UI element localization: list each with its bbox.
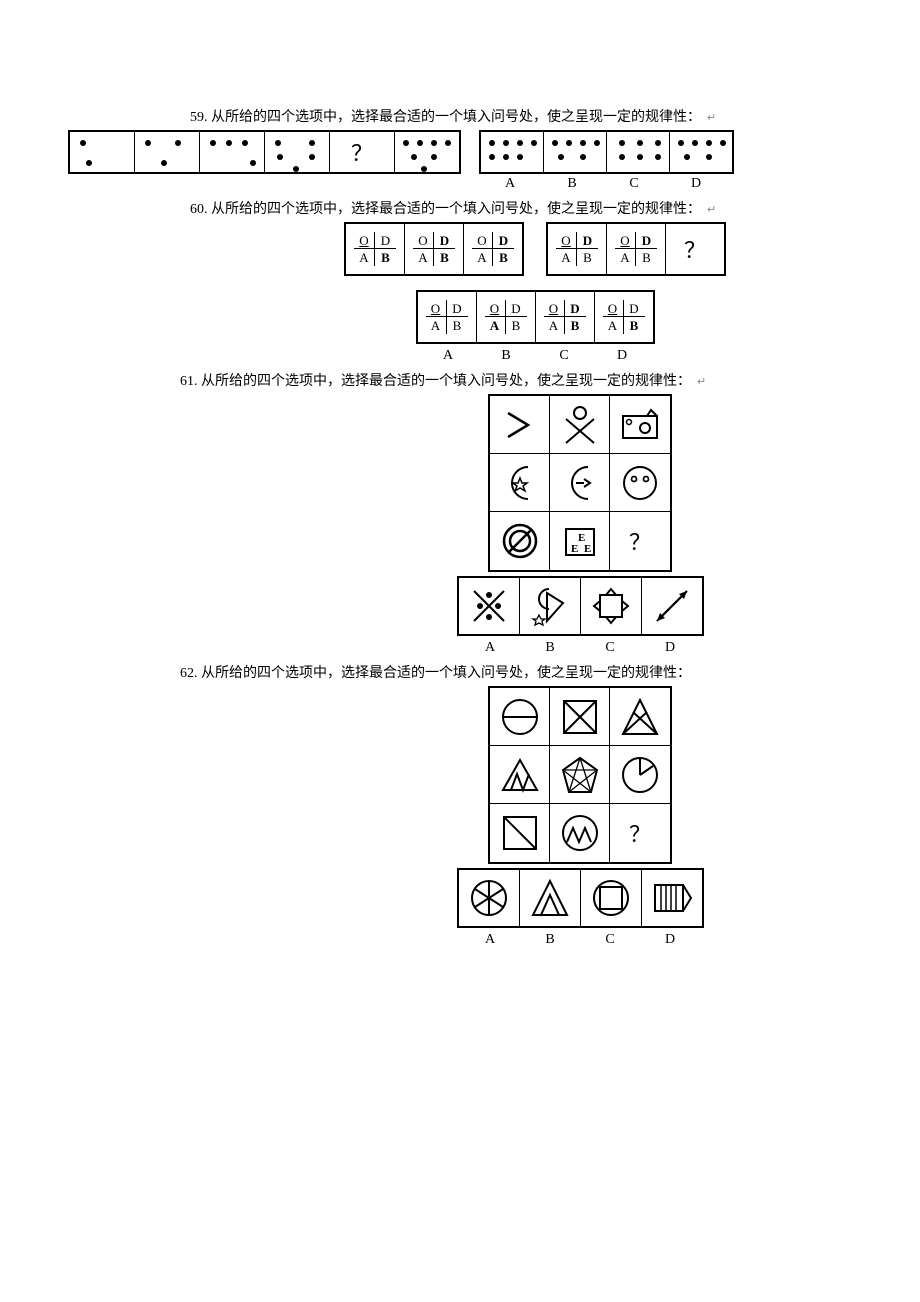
option-label: A xyxy=(479,176,541,192)
q60-seq1: ODABODABODAB xyxy=(344,222,524,276)
q62-g7 xyxy=(490,804,550,862)
q62-g9: ？ xyxy=(610,804,670,862)
q62-g3 xyxy=(610,688,670,746)
q62-opt-d xyxy=(642,870,702,926)
option-label: D xyxy=(640,932,700,948)
option-label: B xyxy=(520,640,580,656)
q61-prompt-text: 61. 从所给的四个选项中，选择最合适的一个填入问号处，使之呈现一定的规律性： xyxy=(180,374,691,389)
option-label: C xyxy=(603,176,665,192)
q61-prompt: 61. 从所给的四个选项中，选择最合适的一个填入问号处，使之呈现一定的规律性： ↵ xyxy=(180,370,860,390)
q60-block: ODABODABODAB ODABODAB？ ODABODABODABODAB … xyxy=(210,222,860,364)
odab-cell: ODAB xyxy=(548,224,607,274)
q59-prompt-text: 59. 从所给的四个选项中，选择最合适的一个填入问号处，使之呈现一定的规律性： xyxy=(190,110,701,125)
q62-prompt-text: 62. 从所给的四个选项中，选择最合适的一个填入问号处，使之呈现一定的规律性： xyxy=(180,666,691,681)
q60-sequences: ODABODABODAB ODABODAB？ xyxy=(344,222,726,276)
q59-labels: ABCD xyxy=(479,176,734,192)
option-label: B xyxy=(541,176,603,192)
q59-options-wrap: ABCD xyxy=(479,130,734,192)
option-label: D xyxy=(665,176,727,192)
q61-g3 xyxy=(610,396,670,454)
page: 59. 从所给的四个选项中，选择最合适的一个填入问号处，使之呈现一定的规律性： ↵… xyxy=(0,0,920,988)
q61-opt-a xyxy=(459,578,520,634)
option-label: D xyxy=(593,348,651,364)
option-label: B xyxy=(477,348,535,364)
q62-g2 xyxy=(550,688,610,746)
qmark: ？ xyxy=(629,525,651,557)
odab-cell: ODAB xyxy=(595,292,653,342)
option-label: A xyxy=(419,348,477,364)
option-label: A xyxy=(460,932,520,948)
q61-g7 xyxy=(490,512,550,570)
q61-g2 xyxy=(550,396,610,454)
q60-labels: ABCD xyxy=(419,348,651,364)
option-label: C xyxy=(580,640,640,656)
q61-block: EEE ？ ABCD xyxy=(300,394,860,656)
option-label: B xyxy=(520,932,580,948)
q61-options xyxy=(457,576,704,636)
odab-cell: ODAB xyxy=(464,224,522,274)
qmark: ？ xyxy=(629,817,651,849)
q59-seq-4 xyxy=(265,132,330,172)
q61-grid: EEE ？ xyxy=(488,394,672,572)
q59-seq-6 xyxy=(395,132,459,172)
svg-text:E: E xyxy=(571,543,578,555)
qmark: ？ xyxy=(351,136,373,168)
q59-opt-a xyxy=(481,132,544,172)
q59-opt-b xyxy=(544,132,607,172)
q59-row: ？ ABCD xyxy=(68,130,860,192)
q62-opt-a xyxy=(459,870,520,926)
q62-block: ？ ABCD xyxy=(300,686,860,948)
odab-cell: ODAB xyxy=(607,224,666,274)
q62-g6 xyxy=(610,746,670,804)
odab-cell: ODAB xyxy=(536,292,595,342)
cr-mark: ↵ xyxy=(707,204,716,216)
q62-g5 xyxy=(550,746,610,804)
option-label: C xyxy=(535,348,593,364)
q60-prompt: 60. 从所给的四个选项中，选择最合适的一个填入问号处，使之呈现一定的规律性： ↵ xyxy=(190,198,860,218)
q61-g9: ？ xyxy=(610,512,670,570)
q61-g6 xyxy=(610,454,670,512)
q59-sequence: ？ xyxy=(68,130,461,174)
q62-g8 xyxy=(550,804,610,862)
q59-seq-5: ？ xyxy=(330,132,395,172)
q62-grid: ？ xyxy=(488,686,672,864)
q60-prompt-text: 60. 从所给的四个选项中，选择最合适的一个填入问号处，使之呈现一定的规律性： xyxy=(190,202,701,217)
odab-cell: ODAB xyxy=(418,292,477,342)
q61-g8: EEE xyxy=(550,512,610,570)
q62-opt-b xyxy=(520,870,581,926)
q60-seq2: ODABODAB？ xyxy=(546,222,726,276)
q59-seq-3 xyxy=(200,132,265,172)
q59-options xyxy=(479,130,734,174)
q61-g4 xyxy=(490,454,550,512)
qmark-cell: ？ xyxy=(666,224,724,274)
cr-mark: ↵ xyxy=(707,112,716,124)
odab-cell: ODAB xyxy=(346,224,405,274)
q61-opt-b xyxy=(520,578,581,634)
q61-opt-c xyxy=(581,578,642,634)
option-label: C xyxy=(580,932,640,948)
odab-cell: ODAB xyxy=(405,224,464,274)
option-label: D xyxy=(640,640,700,656)
q61-opt-d xyxy=(642,578,702,634)
q61-g1 xyxy=(490,396,550,454)
cr-mark: ↵ xyxy=(697,376,706,388)
option-label: A xyxy=(460,640,520,656)
q61-g5 xyxy=(550,454,610,512)
q59-seq-1 xyxy=(70,132,135,172)
q62-prompt: 62. 从所给的四个选项中，选择最合适的一个填入问号处，使之呈现一定的规律性： xyxy=(180,662,860,682)
q61-labels: ABCD xyxy=(460,640,700,656)
q59-seq-2 xyxy=(135,132,200,172)
q60-options: ODABODABODABODAB xyxy=(416,290,655,344)
q62-opt-c xyxy=(581,870,642,926)
odab-cell: ODAB xyxy=(477,292,536,342)
q62-g4 xyxy=(490,746,550,804)
q62-g1 xyxy=(490,688,550,746)
q59-prompt: 59. 从所给的四个选项中，选择最合适的一个填入问号处，使之呈现一定的规律性： ↵ xyxy=(190,106,860,126)
q62-labels: ABCD xyxy=(460,932,700,948)
q59-opt-d xyxy=(670,132,732,172)
svg-text:E: E xyxy=(584,543,591,555)
q59-opt-c xyxy=(607,132,670,172)
q62-options xyxy=(457,868,704,928)
